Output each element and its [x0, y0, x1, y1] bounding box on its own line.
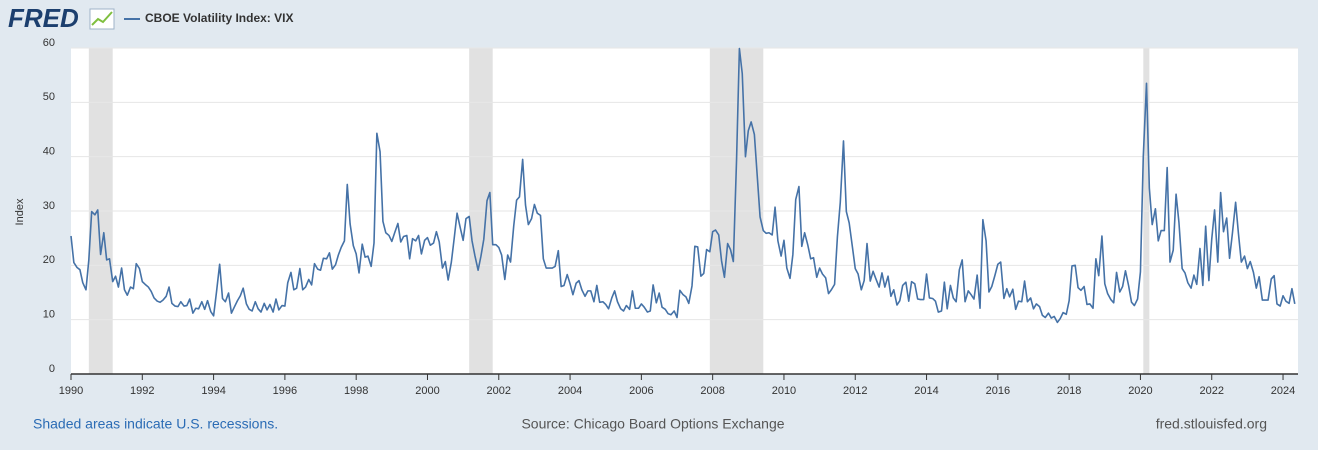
x-tick-label: 2010: [772, 385, 796, 397]
x-tick-label: 2008: [700, 385, 724, 397]
x-tick-label: 1992: [130, 385, 154, 397]
x-tick-label: 2024: [1271, 385, 1295, 397]
x-tick-label: 2012: [843, 385, 867, 397]
source: Source: Chicago Board Options Exchange: [521, 416, 784, 432]
y-tick-label: 10: [43, 309, 55, 321]
line-series: [70, 47, 1296, 324]
x-tick-label: 1990: [59, 385, 83, 397]
y-tick-label: 50: [43, 91, 55, 103]
x-tick-label: 1996: [273, 385, 297, 397]
recession-note[interactable]: Shaded areas indicate U.S. recessions.: [33, 416, 278, 432]
x-tick-label: 2020: [1128, 385, 1152, 397]
y-tick-label: 60: [43, 37, 55, 49]
logo[interactable]: FRED: [8, 3, 79, 33]
site[interactable]: fred.stlouisfed.org: [1156, 416, 1267, 432]
x-tick-label: 2004: [558, 385, 582, 397]
x-tick-label: 2000: [415, 385, 439, 397]
x-tick-label: 2016: [986, 385, 1010, 397]
x-tick-label: 2022: [1199, 385, 1223, 397]
x-tick-label: 2002: [487, 385, 511, 397]
logo-icon: [89, 8, 115, 30]
y-axis-label: Index: [14, 198, 26, 225]
legend-label: CBOE Volatility Index: VIX: [145, 11, 293, 25]
x-tick-label: 1998: [344, 385, 368, 397]
x-tick-label: 2018: [1057, 385, 1081, 397]
y-tick-label: 40: [43, 146, 55, 158]
y-tick-label: 30: [43, 200, 55, 212]
y-tick-label: 0: [49, 363, 55, 375]
x-tick-label: 2006: [629, 385, 653, 397]
x-tick-label: 1994: [201, 385, 225, 397]
x-tick-label: 2014: [914, 385, 938, 397]
y-tick-label: 20: [43, 254, 55, 266]
